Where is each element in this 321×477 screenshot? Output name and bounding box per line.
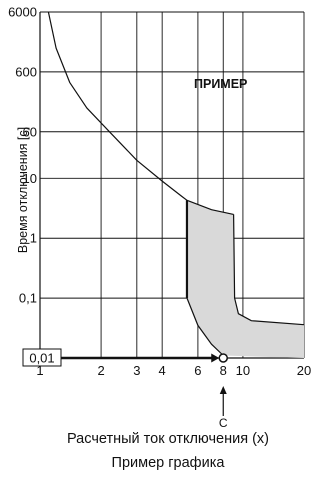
y-axis-label: Время отключения [с] [16,127,30,253]
band-right-edge [233,214,305,326]
y-tick-label-2: 1 [30,231,37,246]
c-arrow-head [219,386,227,394]
x-tick-label-3: 3 [133,363,140,378]
x-tick-label-6: 6 [194,363,201,378]
x-tick-label-2: 2 [97,363,104,378]
x-tick-label-8: 8 [220,363,227,378]
band-upper-edge [186,199,234,215]
example-arrow-head [211,353,220,363]
trip-band [187,200,304,358]
y-tick-label-4: 60 [23,124,37,139]
series-lines [47,11,305,356]
y-tick-label-5: 600 [15,64,37,79]
x-tick-label-4: 4 [159,363,166,378]
trip-band-fill [187,200,304,358]
example-point-label: C [219,416,228,430]
example-markers: C [61,353,229,430]
y-tick-label-3: 10 [23,171,37,186]
y-tick-label-0: 0,01 [29,351,54,366]
chart-subtitle: Пример графика [112,455,226,471]
chart-annotation: ПРИМЕР [194,77,247,91]
grid-lines [39,11,305,359]
x-tick-label-10: 10 [236,363,250,378]
x-tick-labels: 1 2 3 4 6 8 10 20 [36,363,311,378]
x-axis-label: Расчетный ток отключения (x) [67,431,269,447]
band-lower-edge [186,297,224,356]
y-tick-label-6: 6000 [8,5,37,20]
y-tick-label-1: 0,1 [19,291,37,306]
example-point-marker [218,353,229,363]
series-line-0 [47,11,188,201]
x-tick-label-20: 20 [297,363,311,378]
x-tick-label-1: 1 [36,363,43,378]
